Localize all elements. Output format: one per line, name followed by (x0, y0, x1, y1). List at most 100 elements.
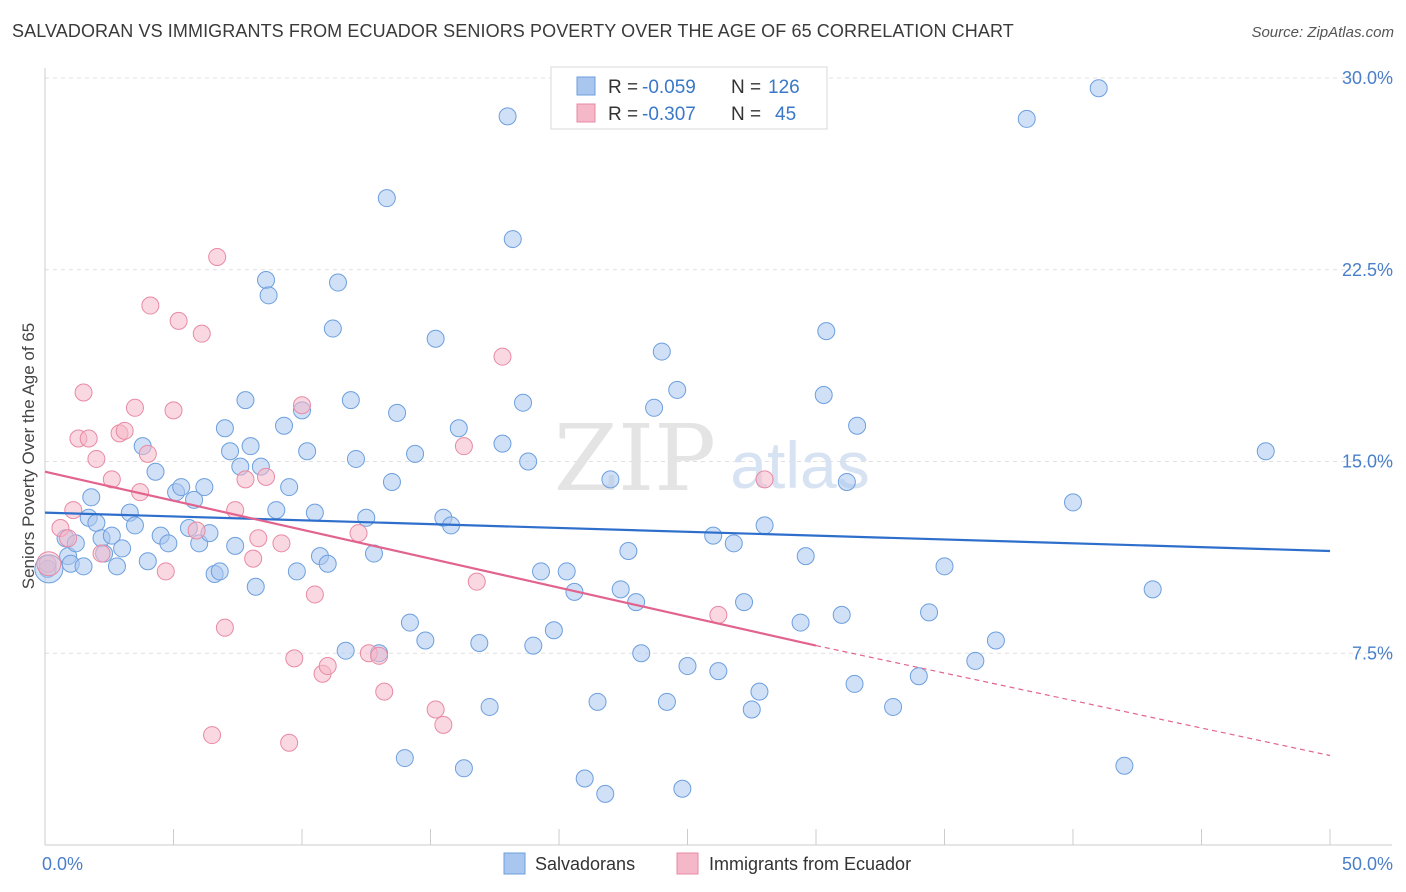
point-ecuador (249, 529, 268, 548)
tick-labels: 7.5% 15.0% 22.5% 30.0% 0.0% 50.0% (42, 68, 1393, 874)
point-ecuador (215, 618, 234, 637)
point-salvadorans (514, 393, 533, 412)
point-ecuador (305, 585, 324, 604)
point-ecuador (125, 398, 144, 417)
point-salvadorans (246, 577, 265, 596)
legend-swatch-salvadorans (576, 76, 596, 96)
point-salvadorans (328, 273, 347, 292)
point-salvadorans (704, 526, 723, 545)
watermark-zip: ZIP (554, 405, 716, 512)
point-ecuador (257, 467, 276, 486)
point-ecuador (59, 529, 78, 548)
chart-source: Source: ZipAtlas.com (1251, 24, 1394, 41)
point-salvadorans (909, 667, 928, 686)
point-salvadorans (159, 534, 178, 553)
point-salvadorans (557, 562, 576, 581)
point-salvadorans (318, 554, 337, 573)
point-salvadorans (884, 697, 903, 716)
point-salvadorans (645, 398, 664, 417)
point-ecuador (192, 324, 211, 343)
legend-swatch-salvadorans (503, 852, 526, 875)
grid-lines (45, 77, 1392, 654)
point-salvadorans (298, 442, 317, 461)
legend-box (550, 66, 828, 130)
point-ecuador (755, 470, 774, 489)
point-ecuador (115, 421, 134, 440)
point-salvadorans (377, 189, 396, 208)
point-salvadorans (215, 419, 234, 438)
point-salvadorans (426, 329, 445, 348)
point-salvadorans (1064, 493, 1082, 512)
legend-n-label: N = (731, 77, 761, 98)
legend-r-label: R = (608, 104, 638, 125)
point-salvadorans (796, 547, 815, 566)
point-ecuador (318, 657, 337, 676)
point-ecuador (293, 396, 311, 415)
point-salvadorans (172, 478, 191, 497)
point-salvadorans (357, 508, 376, 527)
point-salvadorans (845, 674, 864, 693)
point-salvadorans (848, 416, 867, 435)
point-salvadorans (82, 488, 101, 507)
legend-r-value: -0.059 (642, 77, 696, 98)
point-salvadorans (400, 613, 419, 632)
point-salvadorans (470, 634, 489, 653)
point-salvadorans (596, 784, 615, 803)
point-salvadorans (210, 562, 229, 581)
point-ecuador (349, 524, 368, 543)
point-salvadorans (935, 557, 954, 576)
point-salvadorans (305, 503, 324, 522)
point-salvadorans (102, 526, 121, 545)
axes (44, 68, 1392, 846)
trend-lines (44, 470, 1331, 757)
point-ecuador (74, 383, 93, 402)
point-salvadorans (750, 682, 769, 701)
legend-r-value: -0.307 (642, 104, 696, 125)
watermark: ZIP atlas (554, 405, 870, 512)
point-ecuador (375, 682, 394, 701)
point-salvadorans (416, 631, 435, 650)
point-salvadorans (814, 386, 833, 405)
legend-n-label: N = (731, 104, 761, 125)
point-salvadorans (709, 662, 728, 681)
legend-n-value: 45 (775, 104, 796, 125)
point-salvadorans (532, 562, 551, 581)
point-salvadorans (259, 286, 278, 305)
point-salvadorans (280, 478, 299, 497)
chart-title: SALVADORAN VS IMMIGRANTS FROM ECUADOR SE… (12, 21, 1014, 41)
point-ecuador (370, 646, 389, 665)
point-ecuador (208, 247, 227, 266)
point-salvadorans (920, 603, 939, 622)
point-salvadorans (791, 613, 810, 632)
y-tick-label: 7.5% (1352, 643, 1393, 663)
trend-line-ecuador-extrapolated (815, 644, 1331, 757)
point-salvadorans (449, 419, 468, 438)
legend-label-salvadorans: Salvadorans (535, 854, 635, 874)
y-tick-label: 15.0% (1342, 452, 1393, 472)
point-salvadorans (652, 342, 671, 361)
point-ecuador (426, 700, 445, 719)
point-ecuador (493, 347, 512, 366)
point-ecuador (709, 605, 728, 624)
point-salvadorans (673, 779, 692, 798)
legend-bottom: Salvadorans Immigrants from Ecuador (503, 852, 911, 875)
x-tick-label: 0.0% (42, 854, 83, 874)
point-ecuador (454, 437, 473, 456)
point-salvadorans (544, 621, 563, 640)
point-salvadorans (87, 513, 106, 532)
point-salvadorans (275, 416, 294, 435)
point-ecuador (236, 470, 255, 489)
point-salvadorans (1256, 442, 1275, 461)
point-salvadorans (588, 692, 607, 711)
y-tick-label: 30.0% (1342, 68, 1393, 88)
data-points (34, 79, 1275, 803)
point-ecuador (156, 562, 175, 581)
point-ecuador (64, 501, 83, 520)
point-salvadorans (74, 557, 93, 576)
point-ecuador (87, 449, 106, 468)
point-salvadorans (657, 692, 676, 711)
point-salvadorans (724, 534, 743, 553)
point-salvadorans (113, 539, 132, 558)
point-ecuador (187, 521, 206, 540)
